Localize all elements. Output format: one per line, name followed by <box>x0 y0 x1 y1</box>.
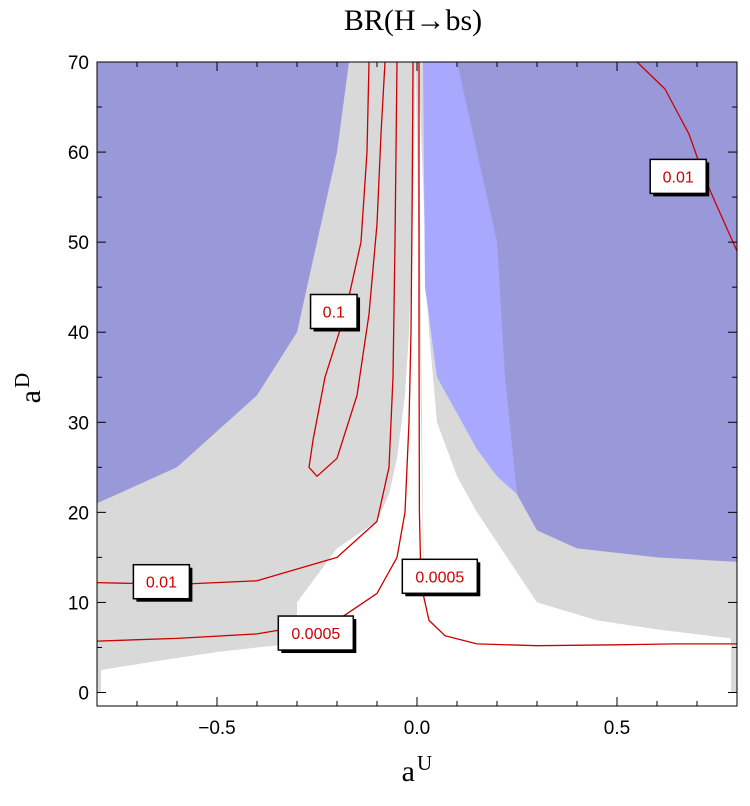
contour-label-text: 0.0005 <box>291 626 340 643</box>
contour-label-text: 0.1 <box>323 304 345 321</box>
contour-line-4 <box>636 62 737 252</box>
contour-label-text: 0.01 <box>146 575 177 592</box>
y-tick-label: 30 <box>68 413 89 434</box>
region-white-left <box>297 62 425 693</box>
contour-label-text: 0.01 <box>663 169 694 186</box>
contour-line-3 <box>418 62 737 647</box>
contour-label-box <box>649 158 707 195</box>
y-tick-label: 0 <box>78 683 89 704</box>
y-axis-label-base: a <box>14 390 47 403</box>
y-tick-label: 40 <box>68 323 89 344</box>
axis-ticks: −0.5 0.0 0.5 0 10 20 30 40 50 60 70 <box>68 53 737 739</box>
contour-label-box <box>401 558 479 595</box>
y-tick-label: 10 <box>68 593 89 614</box>
contour-line-1 <box>97 62 398 586</box>
y-axis-label-sup: D <box>10 373 34 388</box>
x-tick-label: −0.5 <box>198 718 236 739</box>
y-tick-label: 60 <box>68 143 89 164</box>
contours-layer <box>97 62 737 647</box>
contour-label-box <box>277 615 355 651</box>
contour-line-2 <box>97 62 414 642</box>
regions-layer <box>97 62 737 693</box>
contour-label: 0.01 <box>649 158 710 197</box>
y-axis-label: a D <box>10 373 47 404</box>
x-tick-label: 0.5 <box>604 718 630 739</box>
contour-label: 0.0005 <box>277 615 357 654</box>
x-tick-label: 0.0 <box>404 718 430 739</box>
contour-label: 0.01 <box>132 563 193 602</box>
x-axis-label-sup: U <box>417 751 432 775</box>
y-tick-label: 20 <box>68 503 89 524</box>
contour-label-box <box>309 293 358 330</box>
region-blue-left <box>97 62 349 504</box>
contour-label-box <box>132 563 191 600</box>
contour-label: 0.0005 <box>401 558 481 597</box>
chart-title: BR(H→bs) <box>344 4 482 37</box>
contour-line-0 <box>308 62 386 477</box>
contour-label: 0.1 <box>309 293 361 332</box>
contour-label-text: 0.0005 <box>415 569 464 586</box>
region-white-right <box>418 62 731 693</box>
y-tick-label: 70 <box>68 53 89 74</box>
x-axis-label-base: a <box>402 755 415 788</box>
y-tick-label: 50 <box>68 233 89 254</box>
contour-labels: 0.01 0.1 0.01 0.0005 0.0005 <box>132 158 710 654</box>
